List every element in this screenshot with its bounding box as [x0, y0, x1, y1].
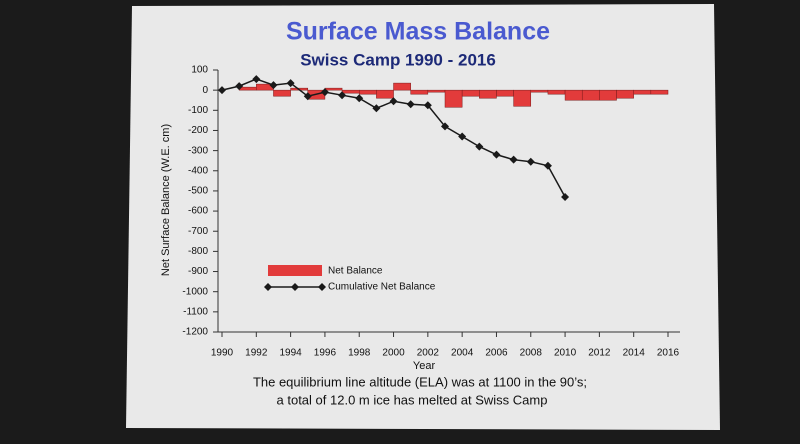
legend-swatch	[268, 265, 322, 276]
bar	[358, 89, 377, 95]
bar	[238, 86, 257, 91]
marker	[303, 92, 312, 101]
bar	[650, 89, 669, 95]
bar	[496, 89, 514, 97]
marker	[338, 91, 347, 100]
x-tick-label: 1994	[279, 348, 302, 359]
y-tick-label: -1100	[183, 306, 208, 317]
bar	[479, 89, 497, 99]
marker	[526, 157, 535, 166]
x-tick-label: 2004	[451, 348, 474, 359]
marker	[441, 122, 449, 131]
marker	[269, 81, 278, 90]
marker	[252, 75, 261, 84]
x-tick-label: 1996	[314, 348, 337, 359]
y-tick-label: -600	[188, 206, 208, 217]
slide	[126, 4, 720, 430]
marker	[561, 192, 570, 201]
y-axis-label: Net Surface Balance (W.E. cm)	[160, 124, 172, 276]
marker	[318, 283, 326, 291]
x-axis-label: Year	[413, 360, 436, 372]
y-tick-label: -500	[188, 186, 208, 197]
y-tick-label: 100	[191, 65, 208, 76]
legend-label: Cumulative Net Balance	[328, 282, 436, 293]
marker	[218, 86, 226, 95]
x-tick-label: 1992	[245, 348, 268, 359]
bar	[513, 89, 532, 107]
y-tick-label: -400	[188, 165, 208, 176]
x-tick-label: 2000	[382, 348, 405, 359]
caption: a total of 12.0 m ice has melted at Swis…	[277, 392, 548, 407]
x-tick-label: 1998	[348, 348, 371, 359]
bar	[324, 87, 343, 91]
bar	[273, 89, 291, 97]
bar	[461, 89, 480, 97]
marker	[543, 161, 552, 170]
x-tick-label: 2006	[485, 348, 508, 359]
y-tick-label: -1200	[182, 327, 208, 338]
x-tick-label: 2002	[417, 348, 440, 359]
bar	[393, 82, 411, 91]
y-tick-label: -800	[188, 246, 208, 257]
marker	[320, 88, 329, 97]
x-tick-label: 2016	[657, 348, 680, 359]
y-tick-label: -900	[188, 266, 208, 277]
x-tick-label: 1990	[211, 348, 234, 359]
bar	[444, 89, 463, 108]
bar	[341, 89, 360, 94]
marker	[264, 283, 272, 291]
marker	[406, 100, 415, 109]
bar	[581, 89, 600, 101]
marker	[475, 142, 484, 151]
bar	[376, 89, 394, 99]
x-tick-label: 2008	[520, 348, 543, 359]
legend-label: Net Balance	[328, 266, 383, 277]
y-tick-label: 0	[202, 85, 208, 96]
bar	[633, 89, 652, 95]
bar	[547, 89, 566, 95]
bar	[530, 89, 549, 93]
marker	[235, 82, 244, 91]
bar	[564, 89, 583, 101]
bar	[616, 89, 634, 99]
bar	[427, 89, 446, 93]
x-tick-label: 2010	[554, 348, 577, 359]
chart-title: Surface Mass Balance	[286, 18, 550, 46]
bar	[599, 89, 617, 101]
marker	[458, 132, 467, 141]
marker	[372, 104, 381, 113]
bar	[410, 89, 429, 95]
y-tick-label: -100	[188, 105, 208, 116]
y-tick-label: -300	[188, 145, 208, 156]
marker	[389, 97, 398, 106]
chart-subtitle: Swiss Camp 1990 - 2016	[300, 50, 496, 69]
y-tick-label: -1000	[182, 286, 208, 297]
marker	[286, 79, 295, 88]
caption: The equilibrium line altitude (ELA) was …	[253, 374, 587, 389]
marker	[423, 101, 432, 110]
marker	[492, 150, 501, 159]
marker	[509, 155, 518, 164]
x-tick-label: 2012	[588, 348, 611, 359]
y-tick-label: -700	[188, 226, 208, 237]
y-tick-label: -200	[188, 125, 208, 136]
marker	[355, 94, 364, 103]
x-tick-label: 2014	[623, 348, 646, 359]
marker	[291, 283, 299, 291]
